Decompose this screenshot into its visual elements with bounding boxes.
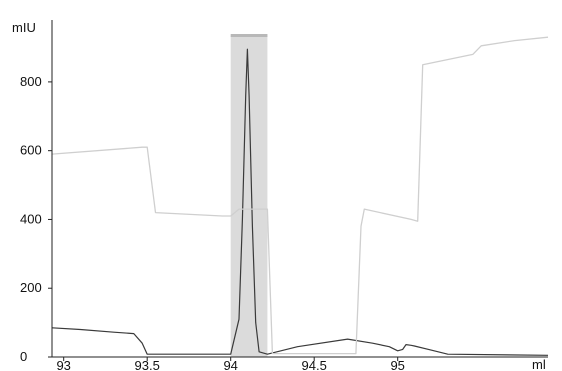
y-tick-label: 400 bbox=[20, 211, 42, 226]
x-tick-label: 93 bbox=[56, 358, 70, 371]
series-layer bbox=[51, 36, 549, 356]
x-tick-label: 93.5 bbox=[135, 358, 160, 371]
y-axis-unit-label: mIU bbox=[12, 20, 36, 35]
series-line-2 bbox=[51, 36, 549, 355]
x-axis-unit-label: ml bbox=[532, 357, 546, 371]
y-tick-label: 600 bbox=[20, 143, 42, 158]
series-line-1 bbox=[51, 48, 549, 356]
ticks-layer: 0 200 400 600 800 93 93.5 94 94.5 95 bbox=[20, 74, 405, 371]
x-tick-label: 95 bbox=[390, 358, 404, 371]
axes-layer bbox=[51, 20, 548, 358]
x-tick-label: 94 bbox=[223, 358, 237, 371]
y-tick-label: 0 bbox=[20, 349, 27, 364]
x-tick-label: 94.5 bbox=[302, 358, 327, 371]
y-tick-label: 800 bbox=[20, 74, 42, 89]
y-tick-label: 200 bbox=[20, 280, 42, 295]
